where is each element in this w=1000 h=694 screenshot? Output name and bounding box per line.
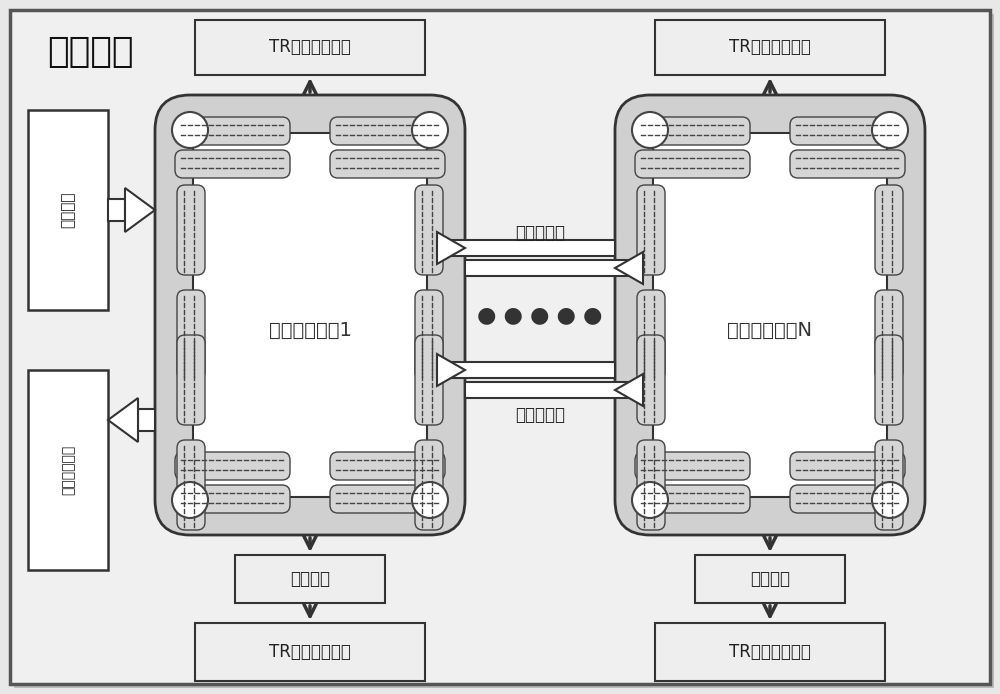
Text: 信号处理子板N: 信号处理子板N <box>728 321 812 339</box>
Circle shape <box>172 112 208 148</box>
Bar <box>235 555 385 603</box>
Text: 信号处理子板1: 信号处理子板1 <box>269 321 351 339</box>
Text: 总线接口存储: 总线接口存储 <box>61 445 75 495</box>
FancyBboxPatch shape <box>790 485 905 513</box>
Bar <box>108 199 125 221</box>
FancyBboxPatch shape <box>875 440 903 530</box>
FancyBboxPatch shape <box>415 185 443 275</box>
FancyBboxPatch shape <box>615 95 925 535</box>
FancyBboxPatch shape <box>875 290 903 380</box>
FancyBboxPatch shape <box>635 485 750 513</box>
FancyBboxPatch shape <box>653 133 887 497</box>
FancyBboxPatch shape <box>875 335 903 425</box>
FancyBboxPatch shape <box>177 335 205 425</box>
FancyBboxPatch shape <box>175 452 290 480</box>
Circle shape <box>632 482 668 518</box>
FancyBboxPatch shape <box>155 95 465 535</box>
FancyBboxPatch shape <box>193 133 427 497</box>
Bar <box>195 20 425 75</box>
Bar <box>695 555 845 603</box>
Text: ● ● ● ● ●: ● ● ● ● ● <box>477 305 603 325</box>
FancyBboxPatch shape <box>635 117 750 145</box>
Circle shape <box>632 112 668 148</box>
FancyBboxPatch shape <box>637 335 665 425</box>
Text: TR组件控制接口: TR组件控制接口 <box>729 38 811 56</box>
Bar <box>195 623 425 681</box>
Text: TR组件控制接口: TR组件控制接口 <box>729 643 811 661</box>
Bar <box>437 240 615 256</box>
Bar <box>437 362 615 378</box>
FancyBboxPatch shape <box>790 117 905 145</box>
Bar <box>655 20 885 75</box>
FancyBboxPatch shape <box>330 485 445 513</box>
FancyBboxPatch shape <box>790 150 905 178</box>
Polygon shape <box>125 188 155 232</box>
Bar <box>465 382 643 398</box>
Text: 电平转换: 电平转换 <box>290 570 330 588</box>
Text: 适配底板: 适配底板 <box>47 35 133 69</box>
Text: TR组件控制接口: TR组件控制接口 <box>269 643 351 661</box>
Bar <box>655 623 885 681</box>
Bar <box>28 110 108 310</box>
FancyBboxPatch shape <box>790 452 905 480</box>
Text: 子卡间互联: 子卡间互联 <box>515 224 565 242</box>
FancyBboxPatch shape <box>637 440 665 530</box>
Polygon shape <box>615 252 643 284</box>
FancyBboxPatch shape <box>175 485 290 513</box>
FancyBboxPatch shape <box>177 440 205 530</box>
Bar <box>465 260 643 276</box>
Text: 电平转换: 电平转换 <box>750 570 790 588</box>
Circle shape <box>172 482 208 518</box>
Polygon shape <box>615 374 643 406</box>
FancyBboxPatch shape <box>175 117 290 145</box>
FancyBboxPatch shape <box>415 335 443 425</box>
FancyBboxPatch shape <box>635 452 750 480</box>
FancyBboxPatch shape <box>177 185 205 275</box>
FancyBboxPatch shape <box>330 452 445 480</box>
Text: 子卡间互联: 子卡间互联 <box>515 406 565 424</box>
FancyBboxPatch shape <box>637 185 665 275</box>
FancyBboxPatch shape <box>330 150 445 178</box>
FancyBboxPatch shape <box>330 117 445 145</box>
FancyBboxPatch shape <box>875 185 903 275</box>
FancyBboxPatch shape <box>177 290 205 380</box>
Bar <box>28 370 108 570</box>
Polygon shape <box>108 398 138 442</box>
FancyBboxPatch shape <box>415 440 443 530</box>
Circle shape <box>872 112 908 148</box>
FancyBboxPatch shape <box>415 290 443 380</box>
FancyBboxPatch shape <box>635 150 750 178</box>
Circle shape <box>412 482 448 518</box>
Bar <box>138 409 155 431</box>
Circle shape <box>412 112 448 148</box>
Polygon shape <box>437 354 465 386</box>
FancyBboxPatch shape <box>175 150 290 178</box>
Text: TR组件控制接口: TR组件控制接口 <box>269 38 351 56</box>
Circle shape <box>872 482 908 518</box>
Text: 总线接口: 总线接口 <box>60 192 76 228</box>
Polygon shape <box>437 232 465 264</box>
FancyBboxPatch shape <box>637 290 665 380</box>
